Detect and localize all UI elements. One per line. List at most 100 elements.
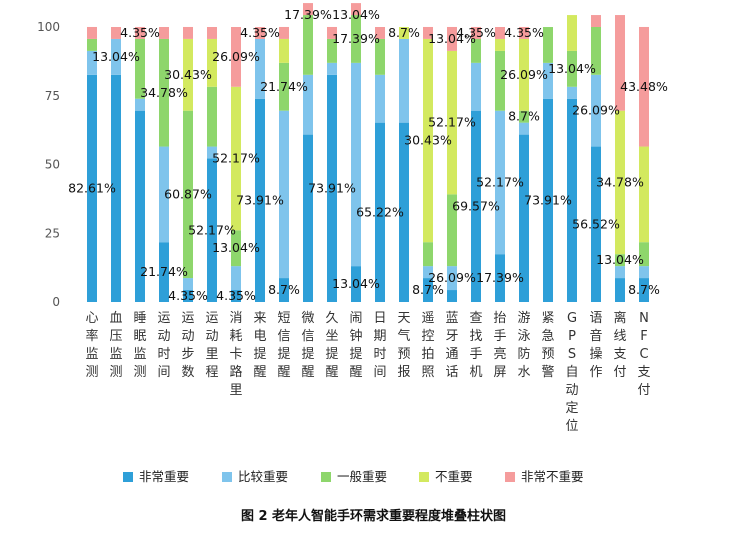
data-label: 34.78% bbox=[596, 174, 644, 189]
y-tick-label: 0 bbox=[52, 295, 60, 309]
bar-segment bbox=[183, 38, 193, 111]
data-label: 4.35% bbox=[456, 25, 496, 40]
svg-text:来电提醒: 来电提醒 bbox=[253, 311, 266, 380]
data-label: 8.7% bbox=[412, 282, 444, 297]
bar-segment bbox=[447, 266, 457, 291]
y-tick-label: 100 bbox=[37, 20, 60, 34]
category-label: 语音操作 bbox=[589, 311, 602, 380]
bar-segment bbox=[111, 27, 121, 39]
bar-segment bbox=[303, 3, 313, 16]
bar-segment bbox=[135, 26, 145, 39]
data-label: 13.04% bbox=[548, 61, 596, 76]
data-label: 4.35% bbox=[216, 288, 256, 303]
data-label: 8.7% bbox=[268, 282, 300, 297]
category-label: 抬手亮屏 bbox=[493, 311, 506, 380]
category-label: 运动步数 bbox=[181, 311, 194, 380]
bar-segment bbox=[591, 146, 601, 302]
data-label: 8.7% bbox=[508, 109, 540, 124]
bar-segment bbox=[231, 86, 241, 231]
bar-segment bbox=[327, 26, 337, 39]
bar-segment bbox=[111, 74, 121, 302]
data-label: 8.7% bbox=[388, 25, 420, 40]
bar-segment bbox=[567, 50, 577, 87]
bar-segment bbox=[519, 110, 529, 123]
bar-segment bbox=[543, 27, 553, 63]
bar-segment bbox=[255, 38, 265, 99]
data-label: 52.17% bbox=[188, 222, 236, 237]
data-label: 21.74% bbox=[140, 264, 188, 279]
svg-text:消耗卡路里: 消耗卡路里 bbox=[229, 311, 242, 398]
bar-segment bbox=[567, 98, 577, 302]
category-label: 游泳防水 bbox=[517, 311, 530, 380]
category-label: 短信提醒 bbox=[277, 311, 290, 380]
data-label: 13.04% bbox=[212, 240, 260, 255]
svg-text:运动时间: 运动时间 bbox=[157, 311, 170, 380]
bar-segment bbox=[567, 15, 577, 51]
data-label: 13.04% bbox=[596, 252, 644, 267]
legend: 非常重要 比较重要 一般重要 不重要 非常不重要 bbox=[123, 469, 584, 484]
bar-stack bbox=[207, 27, 217, 302]
data-label: 17.39% bbox=[284, 7, 332, 22]
bar-segment bbox=[639, 146, 649, 243]
bar-stack bbox=[87, 26, 97, 302]
bar-segment bbox=[471, 26, 481, 39]
data-label: 56.52% bbox=[572, 216, 620, 231]
category-label: 蓝牙通话 bbox=[445, 311, 458, 380]
bar-segment bbox=[519, 134, 529, 302]
svg-text:短信提醒: 短信提醒 bbox=[277, 311, 290, 380]
svg-text:睡眠监测: 睡眠监测 bbox=[133, 311, 146, 380]
bar-stack bbox=[591, 15, 601, 302]
bar-segment bbox=[303, 134, 313, 302]
category-label: 查找手机 bbox=[469, 311, 482, 380]
bar-segment bbox=[351, 62, 361, 267]
bar-segment bbox=[591, 27, 601, 75]
svg-text:语音操作: 语音操作 bbox=[589, 311, 602, 380]
category-label: 运动时间 bbox=[157, 311, 170, 380]
category-label: 微信提醒 bbox=[301, 311, 314, 380]
data-label: 13.04% bbox=[332, 7, 380, 22]
bar-segment bbox=[327, 74, 337, 302]
svg-text:闹钟提醒: 闹钟提醒 bbox=[349, 311, 362, 380]
svg-text:抬手亮屏: 抬手亮屏 bbox=[493, 311, 506, 380]
category-label: G P S 自动定位 bbox=[565, 311, 578, 434]
bar-segment bbox=[279, 38, 289, 63]
data-label: 4.35% bbox=[504, 25, 544, 40]
data-label: 82.61% bbox=[68, 180, 116, 195]
bar-stack bbox=[183, 26, 193, 302]
bar-segment bbox=[159, 146, 169, 243]
data-label: 52.17% bbox=[476, 174, 524, 189]
bar-segment bbox=[87, 50, 97, 75]
category-label: 日期时间 bbox=[373, 311, 386, 380]
bar-segment bbox=[351, 3, 361, 16]
data-label: 21.74% bbox=[260, 79, 308, 94]
data-label: 4.35% bbox=[240, 25, 280, 40]
bar-segment bbox=[615, 266, 625, 279]
bar-segment bbox=[375, 38, 385, 75]
bar-segment bbox=[471, 62, 481, 111]
bar-segment bbox=[495, 110, 505, 255]
bar-segment bbox=[423, 26, 433, 39]
category-label: 紧急预警 bbox=[541, 311, 554, 380]
legend-item: 非常重要 bbox=[123, 469, 189, 484]
bar-segment bbox=[543, 62, 553, 99]
legend-item: 非常不重要 bbox=[505, 469, 584, 484]
bar-segment bbox=[591, 15, 601, 27]
bar-segment bbox=[639, 242, 649, 267]
bar-segment bbox=[87, 38, 97, 51]
bar-segment bbox=[447, 194, 457, 267]
data-label: 34.78% bbox=[140, 85, 188, 100]
svg-text:查找手机: 查找手机 bbox=[469, 311, 482, 380]
figure-caption: 图 2 老年人智能手环需求重要程度堆叠柱状图 bbox=[240, 509, 507, 524]
bar-segment bbox=[423, 266, 433, 279]
category-label: 消耗卡路里 bbox=[229, 311, 242, 398]
bar-segment bbox=[495, 254, 505, 302]
bar-segment bbox=[207, 158, 217, 302]
bar-segment bbox=[279, 26, 289, 39]
category-label: 天气预报 bbox=[397, 311, 410, 380]
legend-swatch bbox=[505, 472, 515, 482]
bar-segment bbox=[303, 15, 313, 75]
bar-segment bbox=[279, 110, 289, 279]
bar-segment bbox=[615, 278, 625, 302]
bar-stack bbox=[159, 27, 169, 302]
bar-segment bbox=[159, 27, 169, 39]
